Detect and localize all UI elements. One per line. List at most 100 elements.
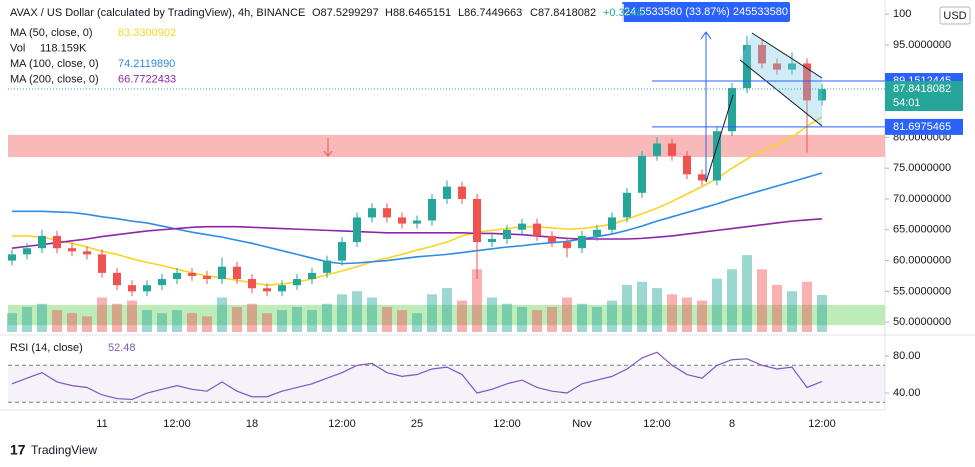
volume-bar xyxy=(157,313,167,332)
volume-bar xyxy=(787,291,797,332)
zone-arrowhead xyxy=(323,150,333,157)
y-tick-label: 70.0000000 xyxy=(893,193,951,205)
candle-body xyxy=(53,235,61,249)
last-price-label: 87.8418082 xyxy=(893,83,951,95)
legend-name: MA (200, close, 0) xyxy=(10,73,99,85)
volume-bar xyxy=(247,303,257,332)
volume-bar xyxy=(517,306,527,332)
volume-bar xyxy=(22,306,32,332)
candle-body xyxy=(173,272,181,280)
header-bg xyxy=(4,4,624,22)
volume-bar xyxy=(382,306,392,332)
candle-body xyxy=(263,288,271,292)
x-tick-label: 12:00 xyxy=(493,418,521,430)
volume-bar xyxy=(817,294,827,332)
candle-body xyxy=(623,192,631,218)
ma-line xyxy=(12,116,823,286)
candle-body xyxy=(143,285,151,292)
volume-bar xyxy=(97,297,107,332)
candle-body xyxy=(353,217,361,243)
trend-line xyxy=(705,94,734,183)
legend-name: MA (50, close, 0) xyxy=(10,27,93,39)
volume-bar xyxy=(367,297,377,332)
candle-body xyxy=(383,208,391,218)
candle-body xyxy=(323,260,331,273)
candle-body xyxy=(38,235,46,249)
candle-body xyxy=(608,217,616,230)
volume-bar xyxy=(487,297,497,332)
legend-name: MA (100, close, 0) xyxy=(10,58,99,70)
volume-bar xyxy=(682,297,692,332)
candle-body xyxy=(368,208,376,218)
legend-value: 74.2119890 xyxy=(118,58,175,70)
candle-body xyxy=(308,272,316,280)
volume-bar xyxy=(112,303,122,332)
candle-body xyxy=(83,251,91,255)
candle-body xyxy=(503,229,511,239)
volume-bar xyxy=(37,303,47,332)
candle-body xyxy=(518,223,526,230)
x-tick-label: 25 xyxy=(411,418,423,430)
candle-body xyxy=(653,143,661,156)
volume-bar xyxy=(637,281,647,332)
candle-body xyxy=(713,131,721,181)
y-tick-label: 95.0000000 xyxy=(893,39,951,51)
ma-line xyxy=(11,218,823,250)
volume-bar xyxy=(742,255,752,332)
x-tick-label: 18 xyxy=(246,418,258,430)
candle-body xyxy=(593,229,601,236)
y-tick-label: 100 xyxy=(893,8,911,20)
candle-body xyxy=(158,279,166,286)
candle-body xyxy=(488,238,496,243)
legend-name: Vol xyxy=(10,42,25,54)
candle-body xyxy=(683,155,691,175)
volume-bar xyxy=(52,310,62,332)
volume-bar xyxy=(607,300,617,332)
candle-body xyxy=(413,220,421,224)
candle-body xyxy=(743,44,751,89)
countdown: 54:01 xyxy=(893,97,921,109)
measure-label: 24.5533580 (33.87%) 245533580 xyxy=(624,6,788,18)
volume-bar xyxy=(757,269,767,332)
candle-body xyxy=(818,89,826,101)
candle-body xyxy=(68,248,76,252)
candle-body xyxy=(248,279,256,289)
volume-bar xyxy=(127,300,137,332)
ma-line xyxy=(12,172,823,265)
volume-bar xyxy=(172,310,182,332)
candle-body xyxy=(233,266,241,280)
volume-bar xyxy=(67,313,77,332)
channel-line xyxy=(739,59,823,127)
volume-bar xyxy=(457,300,467,332)
x-tick-label: 12:00 xyxy=(808,418,836,430)
brand-logo: 17 xyxy=(10,442,26,458)
ohlc-change: +0.3248 xyxy=(603,7,643,19)
y-tick-label: 60.0000000 xyxy=(893,254,951,266)
y-tick-label: 55.0000000 xyxy=(893,285,951,297)
volume-bar xyxy=(217,297,227,332)
x-tick-label: 12:00 xyxy=(643,418,671,430)
volume-bar xyxy=(712,278,722,332)
rsi-tick-label: 40.00 xyxy=(893,387,921,399)
candle-body xyxy=(758,44,766,64)
volume xyxy=(7,255,827,332)
candle-body xyxy=(638,155,646,193)
x-tick-label: Nov xyxy=(572,418,592,430)
volume-bar xyxy=(442,288,452,332)
volume-bar xyxy=(292,306,302,332)
rsi-line xyxy=(11,351,823,401)
volume-bar xyxy=(562,297,572,332)
zones xyxy=(8,134,885,326)
volume-bar xyxy=(307,310,317,332)
channel-fill xyxy=(740,33,822,126)
volume-bar xyxy=(7,313,17,332)
volume-bar xyxy=(142,310,152,332)
rsi-label: RSI (14, close) xyxy=(10,342,83,354)
volume-bar xyxy=(352,291,362,332)
candle-body xyxy=(8,254,16,261)
legend-value: 66.7722433 xyxy=(118,73,176,85)
candle-body xyxy=(788,63,796,70)
currency-box xyxy=(939,6,971,25)
candle-body xyxy=(188,272,196,276)
